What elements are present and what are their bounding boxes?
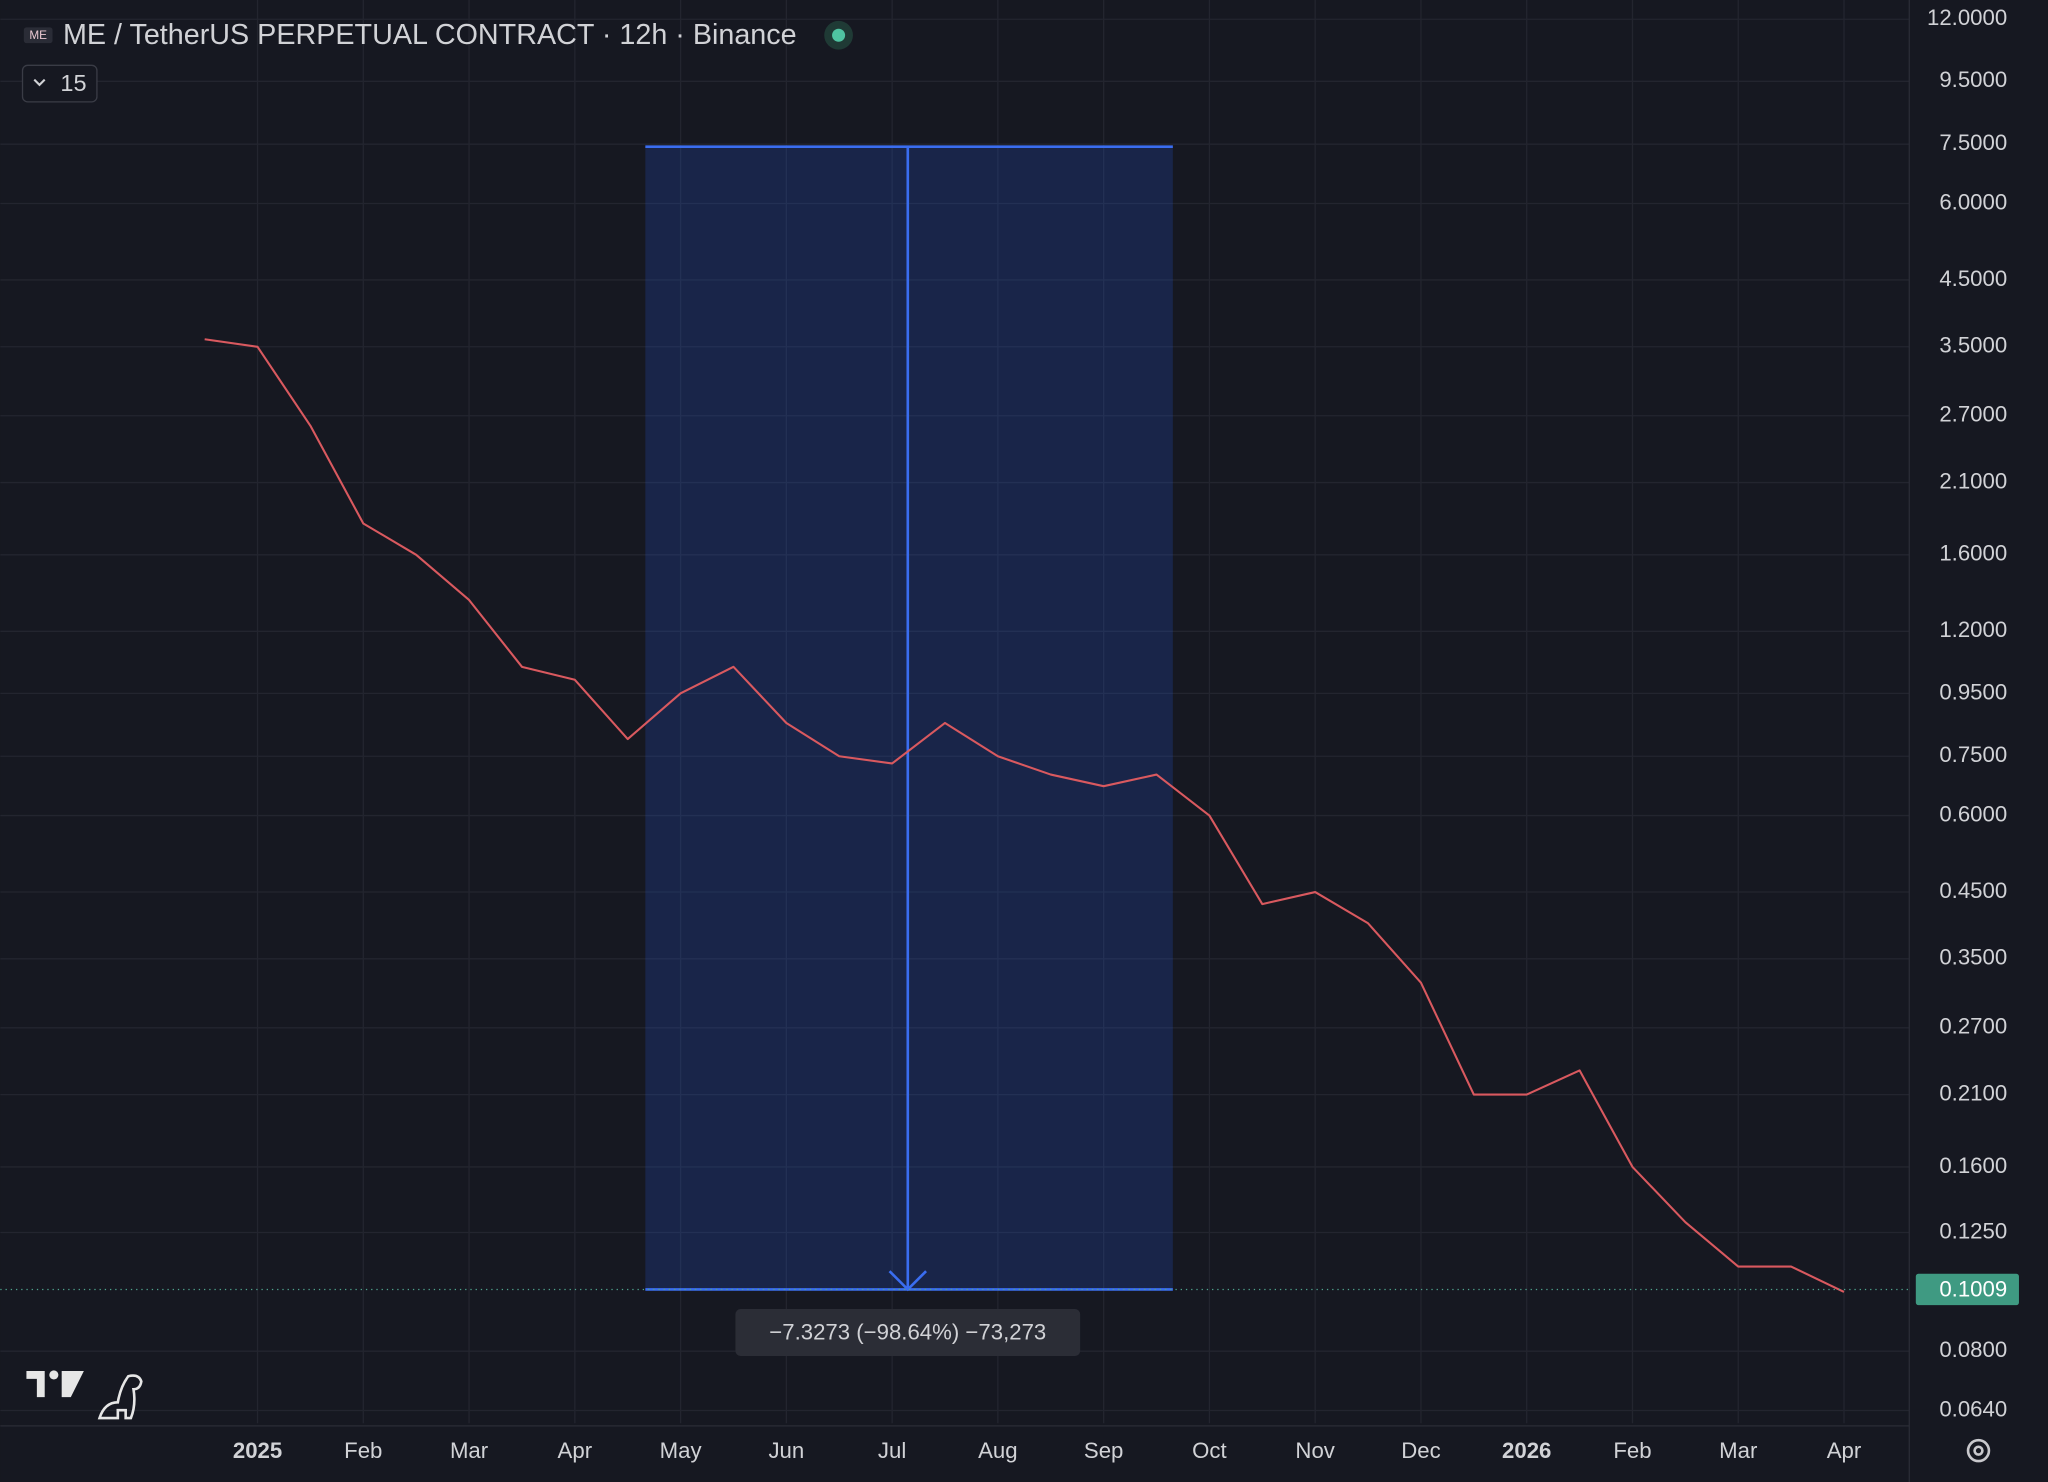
chevron — [33, 78, 46, 87]
x-tick-label: Sep — [1084, 1438, 1123, 1463]
last-price-box — [1915, 1273, 2019, 1306]
y-tick-label: 7.5000 — [1939, 130, 2007, 155]
y-tick-label: 0.2100 — [1939, 1080, 2007, 1105]
last-price-label: 0.1009 — [1939, 1277, 2007, 1302]
settings-icon-center — [1973, 1445, 1984, 1456]
x-tick-label: Mar — [450, 1438, 489, 1463]
y-tick-label: 4.5000 — [1939, 266, 2007, 291]
y-tick-label: 0.0800 — [1939, 1337, 2007, 1362]
x-tick-label: 2025 — [233, 1438, 282, 1463]
price-line — [204, 338, 1845, 1293]
y-tick-label: 0.6000 — [1939, 801, 2007, 826]
interval-button[interactable] — [21, 64, 98, 103]
x-tick-label: Mar — [1719, 1438, 1758, 1463]
x-tick-label: May — [660, 1438, 703, 1463]
tradingview-logo — [26, 1370, 84, 1398]
measure-label: −7.3273 (−98.64%) −73,273 — [769, 1320, 1046, 1345]
x-tick-label: Oct — [1192, 1438, 1227, 1463]
y-tick-label: 1.2000 — [1939, 617, 2007, 642]
interval-badge: 15 — [60, 70, 86, 96]
y-tick-label: 3.5000 — [1939, 333, 2007, 358]
x-tick-label: Feb — [344, 1438, 382, 1463]
y-tick-label: 12.0000 — [1927, 5, 2007, 30]
x-tick-label: Apr — [1827, 1438, 1862, 1463]
status-dot — [832, 28, 846, 42]
y-tick-label: 0.3500 — [1939, 945, 2007, 970]
y-tick-label: 0.0640 — [1939, 1396, 2007, 1421]
y-tick-label: 0.7500 — [1939, 742, 2007, 767]
x-tick-label: Jul — [878, 1438, 906, 1463]
marks — [0, 145, 1910, 1293]
y-tick-label: 1.6000 — [1939, 541, 2007, 566]
y-tick-label: 6.0000 — [1939, 189, 2007, 214]
measure-label-box — [735, 1309, 1081, 1357]
x-tick-label: Nov — [1295, 1438, 1335, 1463]
y-tick-label: 2.7000 — [1939, 402, 2007, 427]
symbol-icon: ME — [23, 27, 53, 44]
x-tick-label: 2026 — [1502, 1438, 1551, 1463]
dino-icon — [97, 1374, 143, 1420]
grid — [0, 0, 1910, 1424]
y-tick-label: 0.9500 — [1939, 679, 2007, 704]
y-tick-label: 2.1000 — [1939, 468, 2007, 493]
y-tick-label: 0.1600 — [1939, 1153, 2007, 1178]
chart-title: ME / TetherUS PERPETUAL CONTRACT · 12h ·… — [63, 19, 797, 51]
x-tick-label: Aug — [978, 1438, 1017, 1463]
x-tick-label: Dec — [1401, 1438, 1440, 1463]
svg-text:ME: ME — [29, 29, 47, 42]
x-tick-label: Apr — [558, 1438, 593, 1463]
y-tick-label: 0.1250 — [1939, 1218, 2007, 1243]
settings-icon[interactable] — [1966, 1438, 1991, 1463]
measure-arrowhead — [888, 1270, 927, 1292]
x-tick-label: Jun — [768, 1438, 804, 1463]
x-tick-label: Feb — [1613, 1438, 1651, 1463]
y-tick-label: 9.5000 — [1939, 67, 2007, 92]
y-tick-label: 0.2700 — [1939, 1014, 2007, 1039]
y-tick-label: 0.4500 — [1939, 878, 2007, 903]
